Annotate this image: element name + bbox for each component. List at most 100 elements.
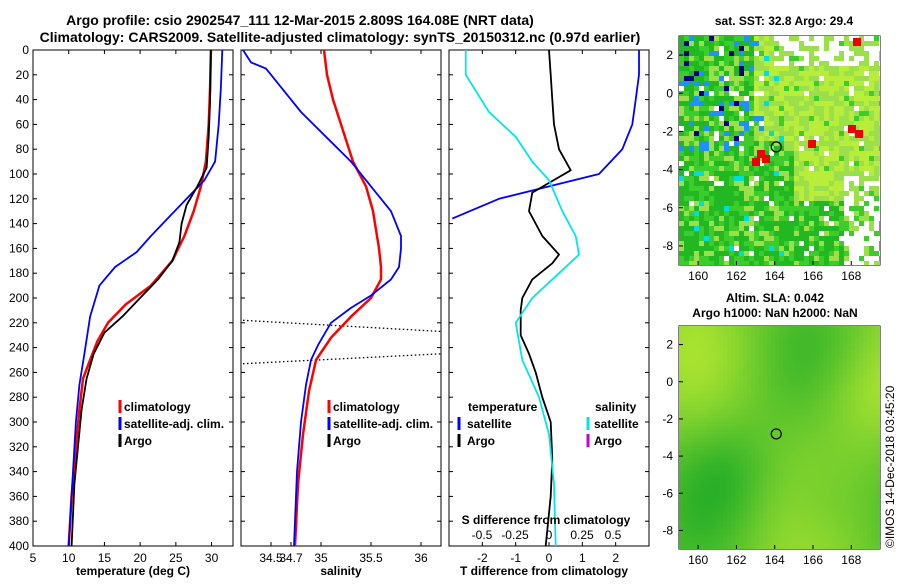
sst-cell (849, 56, 854, 61)
sla-cell (831, 530, 835, 534)
sla-cell (735, 538, 739, 542)
sla-cell (691, 354, 695, 358)
sla-cell (831, 522, 835, 526)
sst-cell (809, 151, 814, 156)
sla-cell (783, 530, 787, 534)
sla-cell (827, 506, 831, 510)
sla-cell (879, 394, 880, 398)
sla-cell (679, 518, 683, 522)
sst-cell (749, 186, 754, 191)
sla-cell (687, 450, 691, 454)
sla-cell (875, 434, 879, 438)
sla-cell (719, 422, 723, 426)
sla-cell (779, 402, 783, 406)
sst-cell (744, 56, 749, 61)
sst-cell (714, 61, 719, 66)
sst-cell (874, 96, 879, 101)
sla-cell (751, 386, 755, 390)
sla-cell (847, 374, 851, 378)
sst-cell (729, 236, 734, 241)
sla-cell (787, 542, 791, 546)
sst-cell (784, 206, 789, 211)
sst-cell (844, 256, 849, 261)
sla-cell (823, 538, 827, 542)
sst-cell (754, 251, 759, 256)
sst-cell (729, 101, 734, 106)
sst-cell (834, 211, 839, 216)
sst-cell (724, 51, 729, 56)
sst-cell (734, 241, 739, 246)
sst-cell (694, 121, 699, 126)
sla-cell (771, 386, 775, 390)
sst-cell (799, 236, 804, 241)
sla-cell (863, 418, 867, 422)
sla-cell (759, 414, 763, 418)
sla-cell (731, 462, 735, 466)
sst-cell (814, 166, 819, 171)
sla-cell (855, 494, 859, 498)
sst-cell (734, 81, 739, 86)
sst-cell (714, 81, 719, 86)
sst-cell (829, 176, 834, 181)
sla-cell (695, 330, 699, 334)
y-tick-label: 380 (9, 514, 29, 528)
sst-cell (809, 251, 814, 256)
sst-cell (789, 136, 794, 141)
sla-cell (799, 354, 803, 358)
sla-cell (811, 534, 815, 538)
sst-cell (769, 241, 774, 246)
sla-cell (699, 442, 703, 446)
sla-cell (727, 438, 731, 442)
sst-cell (774, 71, 779, 76)
sst-cell (709, 136, 714, 141)
sla-cell (799, 506, 803, 510)
sla-cell (803, 478, 807, 482)
sla-cell (759, 350, 763, 354)
sla-cell (727, 534, 731, 538)
sla-cell (687, 406, 691, 410)
sla-cell (747, 510, 751, 514)
sst-cell (749, 106, 754, 111)
sst-cell (739, 56, 744, 61)
sla-cell (723, 350, 727, 354)
sla-cell (739, 526, 743, 530)
sst-cell (879, 106, 880, 111)
sla-cell (803, 430, 807, 434)
sla-cell (879, 402, 880, 406)
sst-cell (784, 56, 789, 61)
sst-cell (799, 226, 804, 231)
sla-cell (743, 338, 747, 342)
sla-cell (751, 458, 755, 462)
sst-cell (819, 141, 824, 146)
sst-cell (759, 56, 764, 61)
sla-cell (759, 326, 763, 330)
sla-cell (727, 514, 731, 518)
sla-cell (823, 522, 827, 526)
sla-cell (875, 386, 879, 390)
sst-cell (729, 116, 734, 121)
sla-cell (767, 374, 771, 378)
sst-cell (724, 146, 729, 151)
x-tick-label: 35.5 (359, 551, 383, 565)
sla-cell (823, 530, 827, 534)
sla-cell (719, 506, 723, 510)
sla-cell (831, 402, 835, 406)
sla-cell (743, 362, 747, 366)
sst-cell (764, 261, 769, 265)
sst-cell (824, 96, 829, 101)
sla-cell (727, 370, 731, 374)
sla-cell (823, 482, 827, 486)
sla-cell (775, 394, 779, 398)
sla-cell (687, 526, 691, 530)
sst-cell (804, 196, 809, 201)
sla-cell (767, 538, 771, 542)
sst-cell (734, 251, 739, 256)
sla-cell (691, 370, 695, 374)
sla-cell (799, 510, 803, 514)
sla-cell (703, 414, 707, 418)
sla-cell (847, 338, 851, 342)
sst-cell (844, 231, 849, 236)
sla-cell (723, 378, 727, 382)
sla-cell (703, 350, 707, 354)
sla-cell (727, 522, 731, 526)
